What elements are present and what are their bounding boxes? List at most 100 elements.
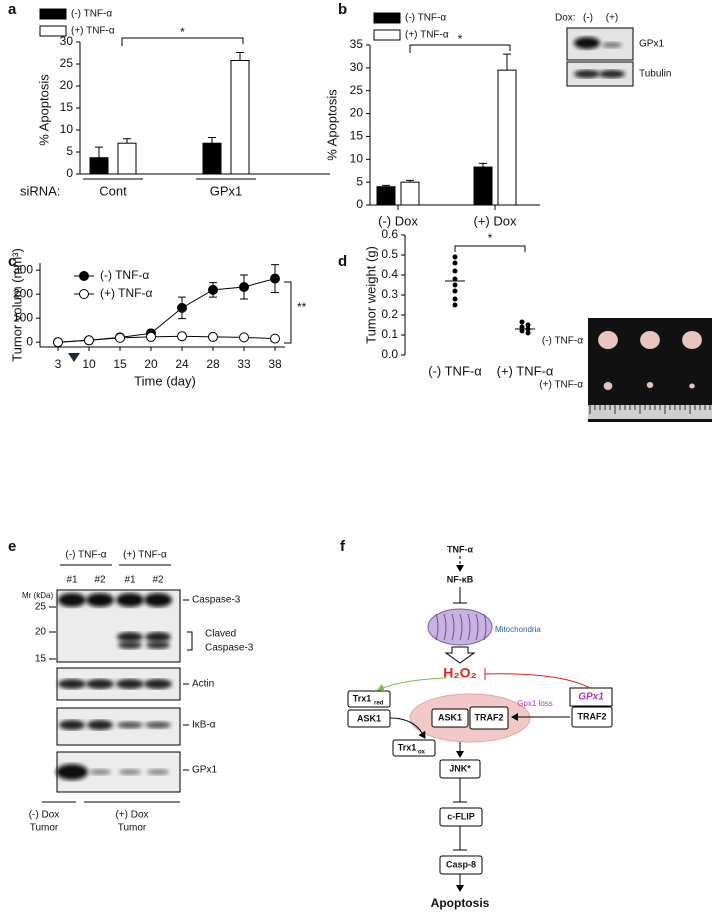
y-tick-label: 0.0 [381, 347, 398, 361]
x-tick-label: 38 [268, 357, 282, 371]
panel-label: d [338, 253, 347, 270]
inset-header: Dox: [555, 13, 576, 24]
bar [497, 69, 517, 206]
error-bar [236, 52, 244, 61]
annotation: * [488, 231, 493, 245]
point [208, 331, 218, 342]
band [119, 769, 141, 775]
y-tick-label: 10 [350, 151, 364, 165]
band [574, 70, 600, 78]
photo-label: (-) TNF-α [542, 336, 583, 347]
line [57, 335, 276, 343]
annotation: ** [297, 300, 307, 314]
node-label: NF-κB [447, 574, 474, 584]
x-tick-label: 20 [144, 357, 158, 371]
point [53, 337, 63, 348]
node-label: H₂O₂ [443, 665, 476, 681]
error-bar [479, 162, 487, 168]
band [145, 632, 171, 642]
lane-label: (-) [583, 13, 593, 24]
legend-label: (+) TNF-α [100, 286, 152, 300]
legend-marker [79, 289, 89, 299]
marker-label: 25 [35, 602, 47, 613]
marker-title: Mr (kDa) [22, 591, 53, 600]
error-bar [208, 136, 216, 144]
error-bar [95, 146, 103, 158]
y-tick-label: 0.6 [381, 227, 398, 241]
point [239, 282, 249, 292]
point [177, 331, 187, 342]
node-label: GPx1 [578, 692, 604, 703]
inhibit [453, 826, 467, 851]
point [115, 332, 125, 343]
point [525, 330, 531, 336]
y-axis-label: % Apoptosis [36, 74, 51, 146]
band [58, 679, 86, 689]
band-label: GPx1 [639, 39, 664, 50]
error-bar [503, 53, 511, 71]
point [270, 273, 280, 284]
bar [230, 59, 250, 175]
point [270, 333, 280, 344]
band [574, 37, 600, 49]
bar [117, 142, 137, 175]
x-tick-label: 24 [175, 357, 189, 371]
y-tick-label: 30 [350, 60, 364, 74]
x-tick-label: (+) Dox [474, 213, 517, 228]
y-tick-label: 0 [356, 197, 363, 211]
y-axis-label: % Apoptosis [324, 89, 339, 161]
band [86, 593, 114, 607]
band [89, 769, 111, 775]
band [147, 769, 169, 775]
legend-label: (-) TNF-α [100, 268, 149, 282]
point [452, 254, 458, 260]
crista [467, 613, 471, 641]
band [602, 42, 622, 48]
x-axis-label: siRNA: [20, 183, 60, 198]
node-label: Apoptosis [431, 896, 490, 910]
node-box [571, 706, 613, 728]
x-tick-label: Cont [99, 183, 127, 198]
legend-marker [79, 271, 89, 281]
node-box [392, 739, 436, 757]
footer-label: Tumor [30, 823, 59, 834]
node-label: c-FLIP [447, 811, 475, 821]
point [452, 260, 458, 266]
legend-swatch [373, 12, 401, 24]
node-label: ASK1 [357, 713, 381, 723]
band [117, 632, 143, 642]
lane-label: #2 [152, 575, 164, 586]
node-label: TNF-α [447, 544, 473, 554]
error-bar [406, 179, 414, 183]
band-label: Caspase-3 [205, 643, 254, 654]
error-bar [123, 138, 131, 144]
y-tick-label: 200 [13, 286, 33, 300]
bar [473, 166, 493, 206]
legend-label: (-) TNF-α [405, 13, 446, 24]
photo-label: (+) TNF-α [539, 380, 583, 391]
point [146, 331, 156, 342]
y-tick-label: 300 [13, 262, 33, 276]
big-arrow [444, 646, 476, 664]
significance-bracket [121, 37, 244, 46]
inhibit [453, 778, 467, 803]
y-tick-label: 20 [60, 78, 74, 92]
point [84, 335, 94, 346]
ruler [588, 405, 712, 419]
panel-label: e [8, 538, 16, 555]
footer-label: (-) Dox [29, 810, 60, 821]
band-label: Claved [205, 629, 236, 640]
lane-label: (+) [606, 13, 619, 24]
point [452, 296, 458, 302]
y-tick-label: 10 [60, 122, 74, 136]
point [452, 276, 458, 282]
significance-bracket [284, 281, 292, 344]
legend-label: (+) TNF-α [405, 30, 449, 41]
node-label: TRAF2 [578, 711, 607, 721]
y-tick-label: 15 [350, 129, 364, 143]
marker-label: 15 [35, 654, 47, 665]
lane-label: #2 [94, 575, 106, 586]
legend-swatch [39, 25, 67, 37]
point [525, 322, 531, 328]
node-box [347, 690, 391, 708]
